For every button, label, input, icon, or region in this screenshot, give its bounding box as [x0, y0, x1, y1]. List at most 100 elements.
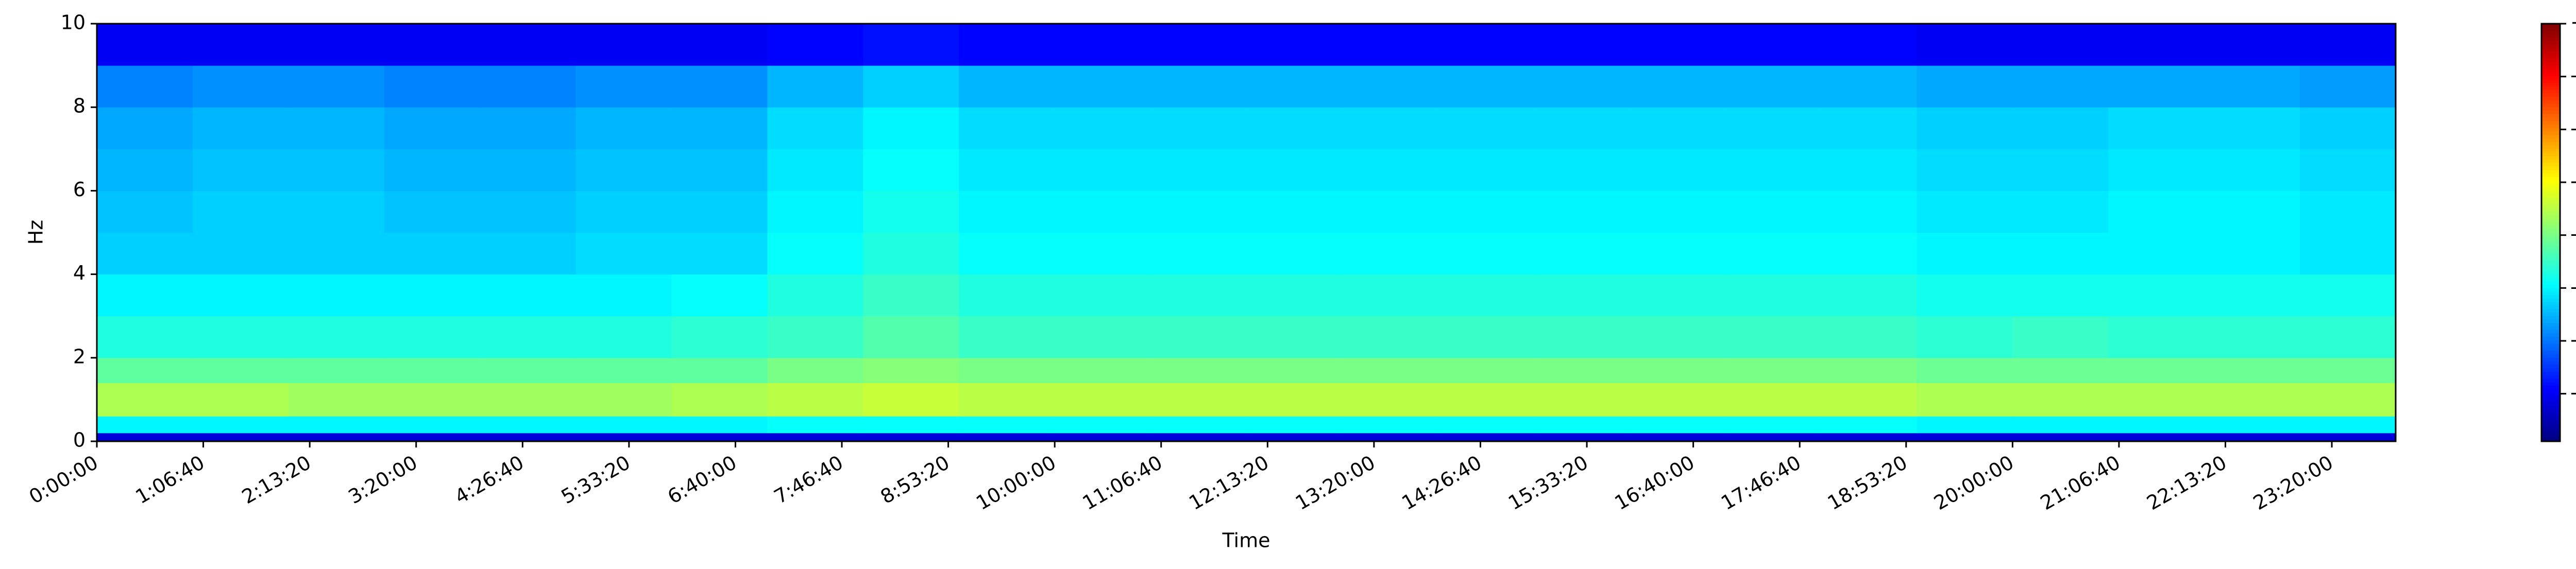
spectrogram-cell — [480, 433, 577, 442]
spectrogram-cell — [2300, 357, 2396, 383]
colorbar-segment — [2541, 424, 2560, 428]
spectrogram-cell — [575, 433, 672, 442]
spectrogram-cell — [1917, 357, 2013, 383]
spectrogram-cell — [2108, 274, 2205, 317]
colorbar-segment — [2541, 246, 2560, 250]
spectrogram-cell — [1437, 232, 1534, 275]
colorbar-segment — [2541, 27, 2560, 31]
spectrogram-cell — [192, 433, 289, 442]
spectrogram-cell — [1246, 433, 1343, 442]
spectrogram-cell — [384, 232, 481, 275]
colorbar-segment — [2541, 278, 2560, 282]
spectrogram-cell — [2108, 383, 2205, 417]
spectrogram-cell — [1055, 416, 1151, 434]
spectrogram-cell — [1342, 191, 1438, 233]
x-tick-label: 5:33:20 — [557, 451, 634, 508]
colorbar-tick-label: +0 dB — [2570, 11, 2576, 34]
colorbar-segment — [2541, 204, 2560, 209]
spectrogram-cell — [2108, 433, 2205, 442]
colorbar-segment — [2541, 51, 2560, 56]
colorbar-segment — [2541, 396, 2560, 400]
spectrogram-cell — [1725, 274, 1821, 317]
spectrogram-cell — [959, 316, 1055, 358]
spectrogram-cell — [480, 383, 577, 417]
spectrogram-cell — [480, 316, 577, 358]
colorbar-segment — [2541, 222, 2560, 226]
spectrogram-cell — [1150, 232, 1247, 275]
spectrogram-cell — [1821, 416, 1917, 434]
spectrogram-cell — [2300, 191, 2396, 233]
spectrogram-cell — [671, 433, 768, 442]
x-tick-label: 7:46:40 — [770, 451, 847, 508]
spectrogram-cell — [192, 232, 289, 275]
colorbar-segment — [2541, 149, 2560, 153]
colorbar-segment — [2541, 86, 2560, 91]
spectrogram-cell — [1437, 274, 1534, 317]
colorbar-segment — [2541, 121, 2560, 125]
spectrogram-cell — [1342, 433, 1438, 442]
y-tick-label: 2 — [73, 345, 86, 368]
colorbar-segment — [2541, 79, 2560, 83]
colorbar-segment — [2541, 357, 2560, 362]
colorbar-segment — [2541, 218, 2560, 222]
colorbar-segment — [2541, 389, 2560, 393]
spectrogram-cell — [863, 107, 959, 149]
colorbar-tick-label: -70 dB — [2570, 381, 2576, 404]
spectrogram-cell — [2204, 191, 2300, 233]
colorbar-segment — [2541, 62, 2560, 66]
x-tick-label: 10:00:00 — [972, 451, 1060, 514]
spectrogram-cell — [1246, 24, 1343, 66]
y-tick-label: 0 — [73, 429, 86, 452]
x-tick-label: 14:26:40 — [1398, 451, 1485, 514]
spectrogram-cell — [1629, 274, 1726, 317]
spectrogram-cell — [97, 316, 193, 358]
colorbar-segment — [2541, 427, 2560, 432]
spectrogram-cell — [2108, 24, 2205, 66]
spectrogram-cell — [384, 191, 481, 233]
colorbar-segment — [2541, 191, 2560, 195]
colorbar-segment — [2541, 312, 2560, 317]
spectrogram-cell — [1533, 316, 1630, 358]
colorbar-segment — [2541, 211, 2560, 216]
x-tick-label: 11:06:40 — [1079, 451, 1166, 514]
spectrogram-cell — [767, 316, 863, 358]
y-tick-label: 4 — [73, 262, 86, 284]
spectrogram-cell — [1150, 274, 1247, 317]
spectrogram-cell — [384, 149, 481, 191]
spectrogram-cell — [1533, 107, 1630, 149]
spectrogram-cell — [863, 149, 959, 191]
spectrogram-cell — [1055, 65, 1151, 108]
spectrogram-cell — [480, 191, 577, 233]
spectrogram-cell — [1437, 65, 1534, 108]
spectrogram-cell — [192, 107, 289, 149]
spectrogram-cell — [2204, 107, 2300, 149]
spectrogram-cell — [1821, 357, 1917, 383]
spectrogram-cell — [192, 383, 289, 417]
spectrogram-cell — [575, 274, 672, 317]
spectrogram-cell — [575, 149, 672, 191]
spectrogram-cell — [959, 274, 1055, 317]
spectrogram-cell — [1246, 191, 1343, 233]
spectrogram-cell — [1821, 232, 1917, 275]
spectrogram-cell — [288, 24, 385, 66]
spectrogram-cell — [2012, 232, 2109, 275]
colorbar-segment — [2541, 305, 2560, 309]
spectrogram-cell — [575, 232, 672, 275]
spectrogram-cell — [192, 416, 289, 434]
spectrogram-cell — [1533, 357, 1630, 383]
spectrogram-cell — [288, 416, 385, 434]
spectrogram-cell — [1533, 383, 1630, 417]
spectrogram-cell — [1150, 357, 1247, 383]
spectrogram-cell — [192, 316, 289, 358]
colorbar-segment — [2541, 124, 2560, 129]
spectrogram-cell — [671, 24, 768, 66]
spectrogram-cell — [2204, 383, 2300, 417]
colorbar-segment — [2541, 156, 2560, 160]
spectrogram-cell — [863, 357, 959, 383]
colorbar-segment — [2541, 434, 2560, 438]
spectrogram-cell — [1917, 383, 2013, 417]
spectrogram-cell — [1342, 357, 1438, 383]
colorbar-tick-label: -50 dB — [2570, 275, 2576, 298]
colorbar-segment — [2541, 41, 2560, 45]
